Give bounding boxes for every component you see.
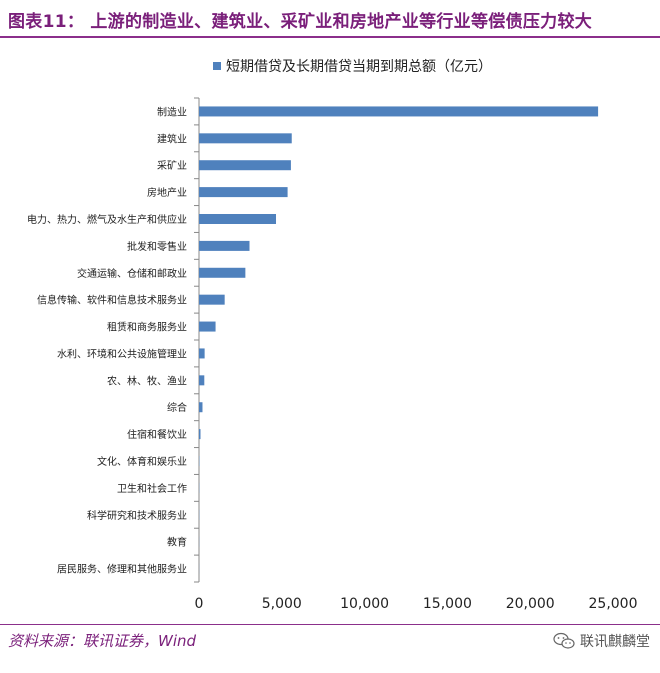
category-label: 水利、环境和公共设施管理业 bbox=[57, 347, 187, 360]
category-label: 制造业 bbox=[157, 105, 187, 118]
bar-chart: 短期借贷及长期借贷当期到期总额（亿元） 制造业建筑业采矿业房地产业电力、热力、燃气… bbox=[27, 59, 638, 612]
x-tick-label: 25,000 bbox=[589, 596, 638, 612]
bar bbox=[199, 321, 216, 332]
bar bbox=[199, 160, 291, 171]
legend-swatch bbox=[213, 62, 221, 70]
figure-title: 图表11： 上游的制造业、建筑业、采矿业和房地产业等行业等偿债压力较大 bbox=[8, 12, 593, 32]
x-tick-label: 5,000 bbox=[262, 596, 302, 612]
bar bbox=[199, 429, 201, 440]
category-label: 租赁和商务服务业 bbox=[107, 321, 187, 334]
wechat-icon bbox=[553, 632, 575, 649]
category-label: 批发和零售业 bbox=[127, 240, 187, 253]
figure-header: 图表11： 上游的制造业、建筑业、采矿业和房地产业等行业等偿债压力较大 bbox=[0, 0, 660, 40]
category-label: 综合 bbox=[167, 401, 187, 414]
source-note: 资料来源：联讯证券，Wind bbox=[8, 632, 197, 650]
bar bbox=[199, 214, 277, 224]
category-label: 文化、体育和娱乐业 bbox=[97, 455, 187, 468]
legend-label: 短期借贷及长期借贷当期到期总额（亿元） bbox=[226, 59, 492, 75]
category-label: 房地产业 bbox=[147, 186, 187, 199]
bar bbox=[199, 375, 205, 386]
x-tick-label: 0 bbox=[195, 596, 204, 612]
header-divider bbox=[0, 36, 660, 38]
watermark-text: 联讯麒麟堂 bbox=[580, 634, 650, 650]
category-label: 交通运输、仓储和邮政业 bbox=[77, 267, 187, 280]
category-label: 居民服务、修理和其他服务业 bbox=[57, 563, 187, 576]
category-label: 采矿业 bbox=[157, 159, 187, 172]
footer-divider bbox=[0, 624, 660, 625]
category-label: 住宿和餐饮业 bbox=[127, 428, 187, 441]
bar bbox=[199, 240, 250, 251]
category-label: 科学研究和技术服务业 bbox=[87, 509, 187, 522]
bar bbox=[199, 267, 246, 278]
watermark: 联讯麒麟堂 bbox=[553, 631, 650, 651]
category-label: 建筑业 bbox=[157, 132, 187, 145]
category-label: 农、林、牧、渔业 bbox=[107, 374, 187, 387]
x-tick-label: 20,000 bbox=[506, 596, 555, 612]
category-label: 电力、热力、燃气及水生产和供应业 bbox=[27, 213, 187, 226]
bar bbox=[199, 133, 292, 144]
bar bbox=[199, 348, 205, 359]
x-tick-label: 15,000 bbox=[423, 596, 472, 612]
category-label: 信息传输、软件和信息技术服务业 bbox=[37, 294, 187, 307]
bar bbox=[199, 187, 288, 198]
bar bbox=[199, 294, 225, 305]
category-label: 卫生和社会工作 bbox=[117, 482, 187, 495]
bar bbox=[199, 402, 203, 413]
bar bbox=[199, 106, 599, 117]
x-tick-label: 10,000 bbox=[340, 596, 389, 612]
category-label: 教育 bbox=[167, 536, 187, 549]
